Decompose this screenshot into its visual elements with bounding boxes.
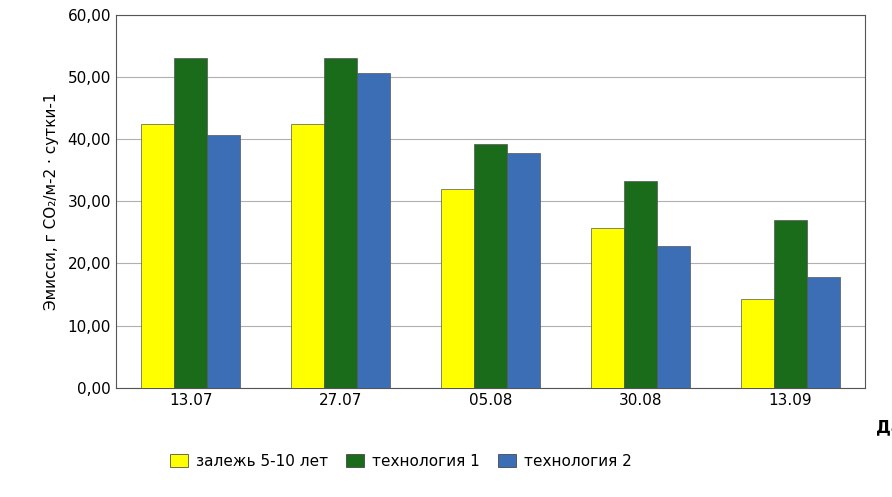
Bar (442, 189, 475, 388)
Bar (507, 154, 540, 388)
Bar (591, 228, 624, 388)
Bar (207, 135, 240, 388)
Bar (741, 299, 774, 388)
Bar (657, 246, 690, 388)
Legend: залежь 5-10 лет, технология 1, технология 2: залежь 5-10 лет, технология 1, технологи… (163, 447, 638, 475)
Bar (624, 181, 657, 388)
Bar (774, 220, 806, 388)
Y-axis label: Эмисси, г СO₂/м-2 · сутки-1: Эмисси, г СO₂/м-2 · сутки-1 (45, 92, 59, 310)
Bar (175, 58, 207, 388)
Bar (357, 73, 390, 388)
Bar (142, 124, 175, 388)
Bar (475, 144, 507, 388)
Bar (292, 124, 325, 388)
Bar (325, 58, 357, 388)
Text: Дата: Дата (876, 418, 892, 436)
Bar (806, 277, 839, 388)
